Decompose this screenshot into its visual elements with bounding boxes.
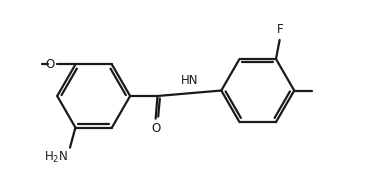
Text: F: F xyxy=(277,23,284,36)
Text: O: O xyxy=(151,122,160,135)
Text: HN: HN xyxy=(181,74,198,87)
Text: H$_2$N: H$_2$N xyxy=(44,149,68,165)
Text: O: O xyxy=(45,58,54,71)
